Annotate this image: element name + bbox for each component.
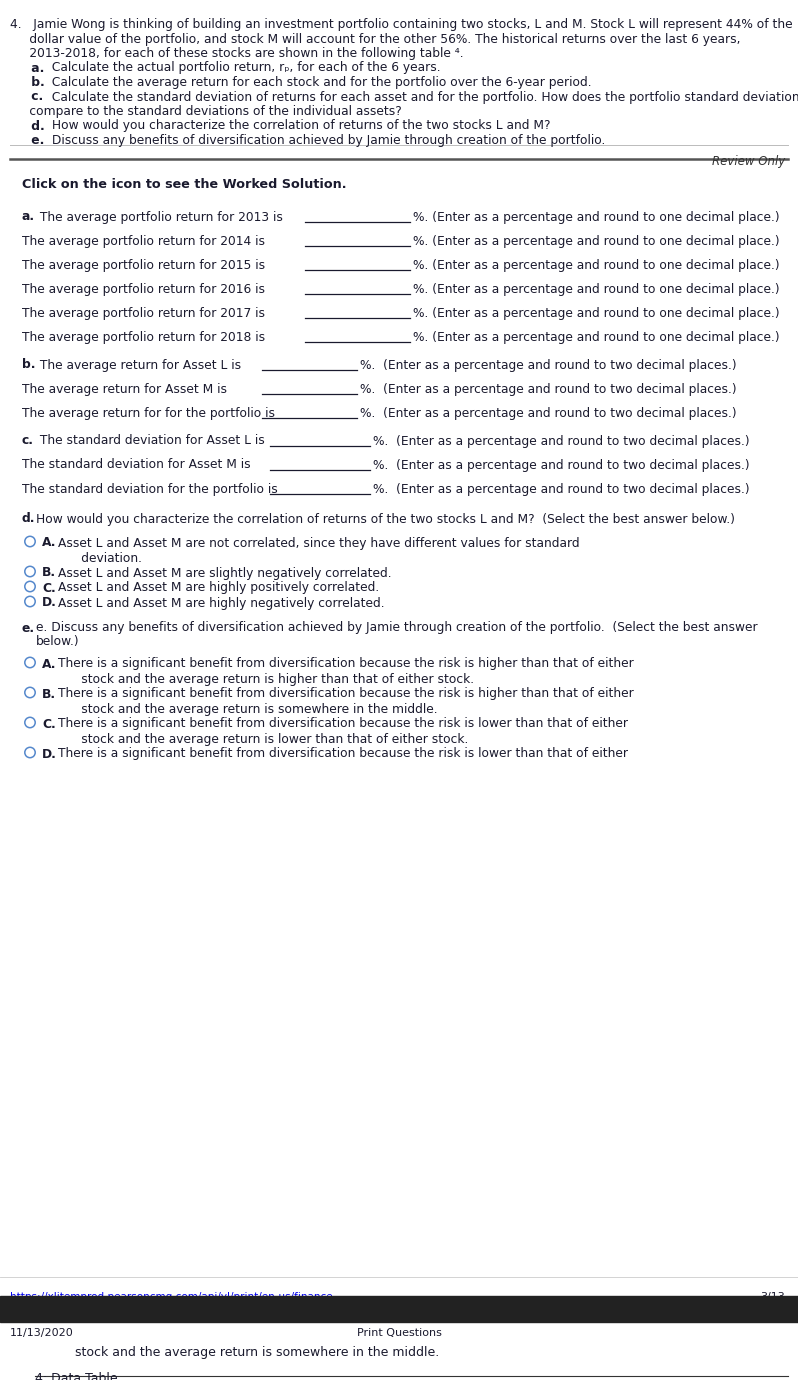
Text: There is a significant benefit from diversification because the risk is higher t: There is a significant benefit from dive…	[58, 687, 634, 701]
Text: %. (Enter as a percentage and round to one decimal place.): %. (Enter as a percentage and round to o…	[413, 306, 780, 320]
Text: %. (Enter as a percentage and round to one decimal place.): %. (Enter as a percentage and round to o…	[413, 211, 780, 224]
Text: 4.   Jamie Wong is thinking of building an investment portfolio containing two s: 4. Jamie Wong is thinking of building an…	[10, 18, 792, 30]
Text: B.: B.	[42, 687, 56, 701]
Text: The average portfolio return for 2018 is: The average portfolio return for 2018 is	[22, 330, 265, 344]
Text: The standard deviation for the portfolio is: The standard deviation for the portfolio…	[22, 483, 278, 495]
Text: deviation.: deviation.	[58, 552, 142, 564]
Text: Calculate the actual portfolio return, rₚ, for each of the 6 years.: Calculate the actual portfolio return, r…	[48, 62, 440, 75]
Text: %.  (Enter as a percentage and round to two decimal places.): %. (Enter as a percentage and round to t…	[360, 382, 737, 396]
Text: There is a significant benefit from diversification because the risk is lower th: There is a significant benefit from dive…	[58, 718, 628, 730]
Text: d.: d.	[10, 120, 45, 132]
Text: %.  (Enter as a percentage and round to two decimal places.): %. (Enter as a percentage and round to t…	[373, 458, 749, 472]
Text: There is a significant benefit from diversification because the risk is lower th: There is a significant benefit from dive…	[58, 748, 628, 760]
Text: The average return for Asset L is: The average return for Asset L is	[36, 359, 241, 371]
Text: a.: a.	[22, 211, 35, 224]
Text: A.: A.	[42, 657, 57, 671]
Text: c.: c.	[10, 91, 43, 103]
Text: How would you characterize the correlation of returns of the two stocks L and M?: How would you characterize the correlati…	[48, 120, 551, 132]
Text: Asset L and Asset M are slightly negatively correlated.: Asset L and Asset M are slightly negativ…	[58, 567, 392, 580]
Text: Click on the icon to see the Worked Solution.: Click on the icon to see the Worked Solu…	[22, 178, 346, 192]
Text: b.: b.	[10, 76, 45, 88]
Text: 3/13: 3/13	[760, 1292, 785, 1301]
Text: 11/13/2020: 11/13/2020	[10, 1328, 73, 1339]
Text: stock and the average return is somewhere in the middle.: stock and the average return is somewher…	[58, 702, 437, 715]
Text: D.: D.	[42, 596, 57, 610]
Text: 4: Data Table: 4: Data Table	[35, 1372, 117, 1380]
Text: Asset L and Asset M are not correlated, since they have different values for sta: Asset L and Asset M are not correlated, …	[58, 537, 579, 549]
Text: The average portfolio return for 2013 is: The average portfolio return for 2013 is	[36, 211, 282, 224]
Text: The average portfolio return for 2015 is: The average portfolio return for 2015 is	[22, 258, 265, 272]
Text: e.: e.	[22, 621, 35, 635]
Text: stock and the average return is lower than that of either stock.: stock and the average return is lower th…	[58, 733, 468, 745]
Text: d.: d.	[22, 512, 35, 526]
Text: b.: b.	[22, 359, 35, 371]
Text: below.): below.)	[36, 636, 80, 649]
Text: The average portfolio return for 2017 is: The average portfolio return for 2017 is	[22, 306, 265, 320]
Text: The standard deviation for Asset L is: The standard deviation for Asset L is	[36, 435, 265, 447]
Text: Calculate the standard deviation of returns for each asset and for the portfolio: Calculate the standard deviation of retu…	[48, 91, 798, 103]
Text: a.: a.	[10, 62, 45, 75]
Text: A.: A.	[42, 537, 57, 549]
Text: stock and the average return is somewhere in the middle.: stock and the average return is somewher…	[55, 1346, 439, 1359]
Text: Print Questions: Print Questions	[357, 1328, 441, 1339]
Text: The average return for for the portfolio is: The average return for for the portfolio…	[22, 407, 275, 420]
Text: https://xlitemprod.pearsoncmg.com/api/vl/print/en-us/finance: https://xlitemprod.pearsoncmg.com/api/vl…	[10, 1292, 333, 1301]
Text: Asset L and Asset M are highly negatively correlated.: Asset L and Asset M are highly negativel…	[58, 596, 385, 610]
Text: The average portfolio return for 2016 is: The average portfolio return for 2016 is	[22, 283, 265, 295]
Text: There is a significant benefit from diversification because the risk is higher t: There is a significant benefit from dive…	[58, 657, 634, 671]
Text: e.: e.	[10, 134, 45, 148]
Text: D.: D.	[42, 748, 57, 760]
Text: %. (Enter as a percentage and round to one decimal place.): %. (Enter as a percentage and round to o…	[413, 330, 780, 344]
Text: B.: B.	[42, 567, 56, 580]
Bar	[0, 1296, 798, 1322]
Text: The standard deviation for Asset M is: The standard deviation for Asset M is	[22, 458, 251, 472]
Text: c.: c.	[22, 435, 34, 447]
Text: How would you characterize the correlation of returns of the two stocks L and M?: How would you characterize the correlati…	[36, 512, 735, 526]
Text: The average return for Asset M is: The average return for Asset M is	[22, 382, 227, 396]
Text: 2013-2018, for each of these stocks are shown in the following table ⁴.: 2013-2018, for each of these stocks are …	[10, 47, 464, 59]
Text: compare to the standard deviations of the individual assets?: compare to the standard deviations of th…	[10, 105, 401, 119]
Text: Discuss any benefits of diversification achieved by Jamie through creation of th: Discuss any benefits of diversification …	[48, 134, 606, 148]
Text: %.  (Enter as a percentage and round to two decimal places.): %. (Enter as a percentage and round to t…	[360, 407, 737, 420]
Text: Review Only: Review Only	[712, 155, 785, 167]
Text: Asset L and Asset M are highly positively correlated.: Asset L and Asset M are highly positivel…	[58, 581, 379, 595]
Text: %.  (Enter as a percentage and round to two decimal places.): %. (Enter as a percentage and round to t…	[373, 483, 749, 495]
Text: C.: C.	[42, 718, 56, 730]
Text: e. Discuss any benefits of diversification achieved by Jamie through creation of: e. Discuss any benefits of diversificati…	[36, 621, 757, 635]
Text: %. (Enter as a percentage and round to one decimal place.): %. (Enter as a percentage and round to o…	[413, 258, 780, 272]
Text: Calculate the average return for each stock and for the portfolio over the 6-yea: Calculate the average return for each st…	[48, 76, 591, 88]
Text: %. (Enter as a percentage and round to one decimal place.): %. (Enter as a percentage and round to o…	[413, 235, 780, 247]
Text: %.  (Enter as a percentage and round to two decimal places.): %. (Enter as a percentage and round to t…	[373, 435, 749, 447]
Text: dollar value of the portfolio, and stock M will account for the other 56%. The h: dollar value of the portfolio, and stock…	[10, 33, 741, 46]
Text: stock and the average return is higher than that of either stock.: stock and the average return is higher t…	[58, 672, 474, 686]
Text: C.: C.	[42, 581, 56, 595]
Text: The average portfolio return for 2014 is: The average portfolio return for 2014 is	[22, 235, 265, 247]
Text: %. (Enter as a percentage and round to one decimal place.): %. (Enter as a percentage and round to o…	[413, 283, 780, 295]
Text: %.  (Enter as a percentage and round to two decimal places.): %. (Enter as a percentage and round to t…	[360, 359, 737, 371]
